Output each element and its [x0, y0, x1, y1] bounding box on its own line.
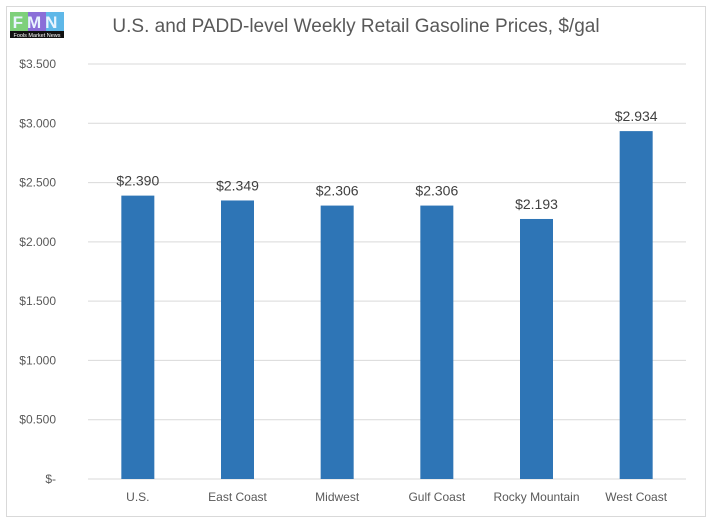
data-label: $2.349: [216, 177, 259, 193]
bar: [221, 200, 254, 479]
x-tick-label: Midwest: [315, 490, 360, 504]
x-tick-label: West Coast: [605, 490, 667, 504]
data-label: $2.934: [615, 108, 658, 124]
x-tick-label: Rocky Mountain: [493, 490, 579, 504]
bar: [121, 195, 155, 479]
y-tick-label: $3.500: [19, 57, 56, 71]
data-label: $2.193: [515, 196, 558, 212]
svg-text:FMN: FMN: [13, 13, 62, 32]
x-tick-label: East Coast: [208, 490, 267, 504]
bar: [420, 205, 454, 479]
data-label: $2.390: [116, 173, 159, 189]
data-label: $2.306: [415, 183, 458, 199]
bar: [619, 131, 653, 479]
svg-text:Fools Market News: Fools Market News: [13, 33, 60, 38]
fmn-logo: FMN Fools Market News: [10, 12, 64, 38]
y-tick-label: $1.000: [19, 353, 56, 367]
x-tick-label: Gulf Coast: [408, 490, 465, 504]
y-tick-label: $2.500: [19, 176, 56, 190]
data-label: $2.306: [316, 183, 359, 199]
y-tick-label: $0.500: [19, 413, 56, 427]
y-tick-label: $3.000: [19, 116, 56, 130]
chart-title: U.S. and PADD-level Weekly Retail Gasoli…: [112, 16, 600, 37]
bar: [320, 205, 354, 479]
y-tick-label: $1.500: [19, 294, 56, 308]
y-tick-label: $2.000: [19, 235, 56, 249]
y-tick-label: $-: [45, 472, 56, 486]
bar: [520, 218, 553, 480]
x-tick-label: U.S.: [126, 490, 149, 504]
